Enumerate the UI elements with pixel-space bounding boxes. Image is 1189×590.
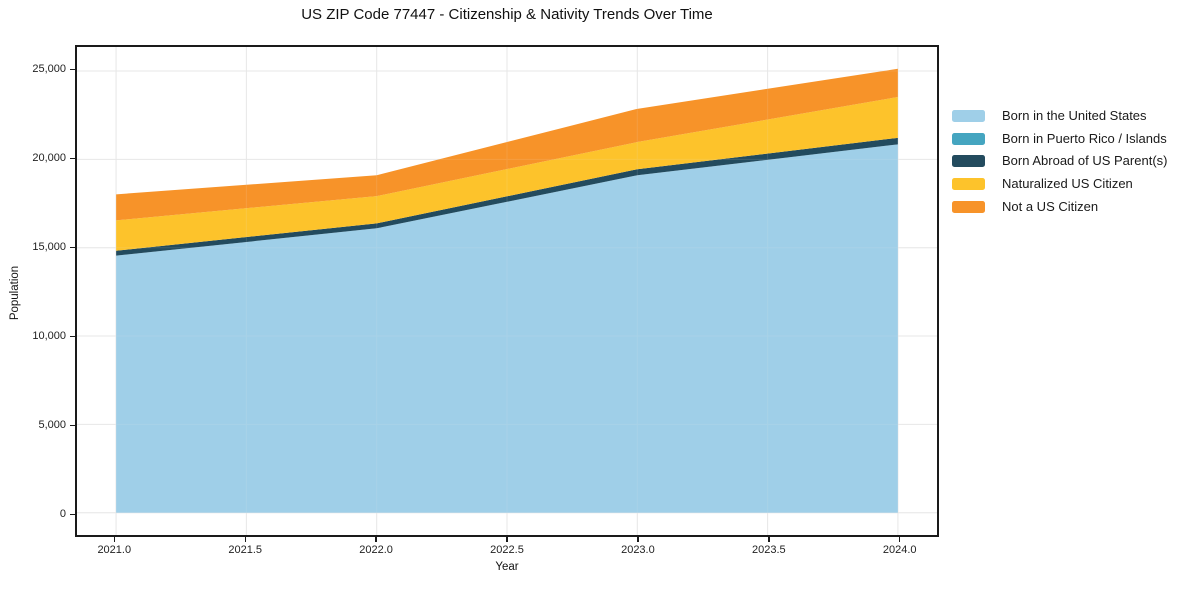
x-tick-label: 2021.5 xyxy=(228,544,262,556)
chart-title: US ZIP Code 77447 - Citizenship & Nativi… xyxy=(301,6,713,23)
x-tick-mark xyxy=(244,537,246,542)
legend-label: Born Abroad of US Parent(s) xyxy=(1002,153,1168,169)
y-tick-label: 25,000 xyxy=(32,62,66,75)
area-series-0 xyxy=(116,144,898,513)
legend-label: Born in the United States xyxy=(1002,108,1147,123)
y-tick-mark xyxy=(70,157,75,159)
chart-canvas xyxy=(77,47,937,535)
y-tick-mark xyxy=(70,335,75,338)
legend-item: Born in the United States xyxy=(946,108,1189,128)
legend-swatch xyxy=(952,200,985,213)
y-tick-label: 5,000 xyxy=(38,418,66,431)
x-tick-label: 2023.5 xyxy=(751,544,786,556)
y-tick-mark xyxy=(70,246,75,249)
y-tick-mark xyxy=(70,68,75,70)
x-tick-label: 2021.0 xyxy=(97,544,132,556)
legend-swatch xyxy=(952,132,985,145)
y-tick-label: 10,000 xyxy=(32,329,66,342)
x-axis-label: Year xyxy=(495,561,519,573)
legend-label: Born in Puerto Rico / Islands xyxy=(1002,130,1167,146)
x-tick-mark xyxy=(506,537,508,542)
y-axis-label: Population xyxy=(9,265,21,321)
legend-label: Not a US Citizen xyxy=(1002,198,1099,214)
legend-item: Born in Puerto Rico / Islands xyxy=(946,131,1189,151)
legend-swatch xyxy=(952,178,985,191)
x-tick-mark xyxy=(899,537,901,542)
area-series-2 xyxy=(116,137,898,256)
x-tick-label: 2023.0 xyxy=(621,544,655,556)
plot-area xyxy=(75,45,939,537)
y-tick-mark xyxy=(70,513,75,516)
x-tick-label: 2024.0 xyxy=(882,544,917,556)
legend-item: Born Abroad of US Parent(s) xyxy=(946,153,1189,173)
x-tick-mark xyxy=(375,537,377,542)
legend-item: Not a US Citizen xyxy=(946,199,1189,219)
area-series-3 xyxy=(116,97,898,251)
legend-swatch xyxy=(952,110,985,122)
legend-item: Naturalized US Citizen xyxy=(946,176,1189,196)
x-tick-label: 2022.5 xyxy=(490,544,524,556)
y-tick-label: 20,000 xyxy=(32,151,66,164)
area-series-4 xyxy=(116,68,898,221)
x-tick-mark xyxy=(637,537,639,542)
legend-label: Naturalized US Citizen xyxy=(1002,176,1133,192)
x-tick-mark xyxy=(768,537,770,542)
x-tick-label: 2022.0 xyxy=(359,544,393,556)
legend-swatch xyxy=(952,155,985,168)
y-tick-label: 0 xyxy=(59,508,66,521)
y-tick-mark xyxy=(70,424,75,427)
y-tick-label: 15,000 xyxy=(32,240,66,253)
x-tick-mark xyxy=(113,537,115,542)
